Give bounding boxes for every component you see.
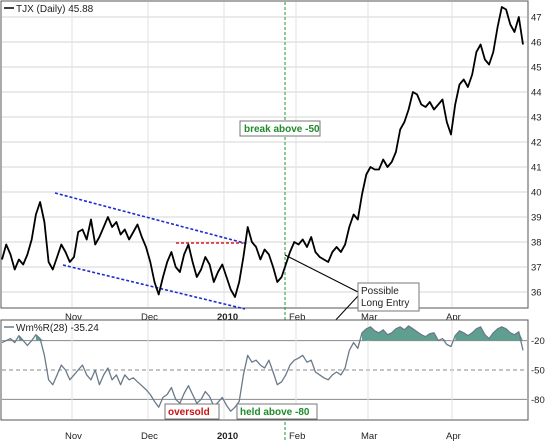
x-tick-label: Dec [141,312,158,323]
break-annotation-text: break above -50 [244,124,320,135]
entry-annotation-line1: Possible [361,286,399,297]
entry-annotation-line2: Long Entry [361,298,409,309]
indicator-series-line [1,325,524,412]
price-legend-text: TJX (Daily) 45.88 [16,4,94,15]
y-tick-label: 47 [531,13,542,24]
indicator-legend-text: Wm%R(28) -35.24 [16,323,99,334]
entry-annotation-box [357,282,420,312]
oversold-annotation-text: oversold [168,407,210,418]
x-tick-label: Mar [361,312,377,323]
price-panel-frame [0,0,529,309]
break-annotation-box [239,120,321,137]
y-tick-label: 46 [531,38,542,49]
price-series-line [1,6,524,298]
indicator-overbought-fill [10,325,523,341]
x-tick-label: Feb [289,431,305,442]
y-tick-label: 36 [531,288,542,299]
y-tick-label: -80 [531,395,545,406]
y-tick-label: 40 [531,188,542,199]
x-tick-label: Mar [361,431,377,442]
y-tick-label: -50 [531,366,545,377]
y-tick-label: 37 [531,263,542,274]
x-tick-label: 2010 [217,431,238,442]
y-tick-label: 39 [531,213,542,224]
trend-channel-upper [54,192,249,245]
y-tick-label: 44 [531,88,542,99]
x-tick-label: Apr [446,312,461,323]
held-annotation-text: held above -80 [240,407,310,418]
entry-pointer-upper [284,254,359,293]
price-y-axis-labels: 36 37 38 39 40 41 42 43 44 45 46 47 [531,13,542,299]
y-tick-label: 43 [531,113,542,124]
x-tick-label: Nov [65,312,82,323]
x-tick-label: Dec [141,431,158,442]
y-tick-label: 45 [531,63,542,74]
indicator-x-axis-labels: Nov Dec 2010 Feb Mar Apr [65,431,461,442]
y-tick-label: 38 [531,238,542,249]
oversold-annotation-box [164,403,220,420]
indicator-y-axis-labels: -20 -50 -80 [531,336,545,406]
x-tick-label: Nov [65,431,82,442]
x-tick-label: Feb [289,312,305,323]
x-tick-label: 2010 [217,312,238,323]
y-tick-label: -20 [531,336,545,347]
held-annotation-box [236,403,318,420]
price-x-axis-labels: Nov Dec 2010 Feb Mar Apr [65,312,461,323]
x-tick-label: Apr [446,431,461,442]
y-tick-label: 41 [531,163,542,174]
trend-channel-lower [62,264,246,310]
y-tick-label: 42 [531,138,542,149]
